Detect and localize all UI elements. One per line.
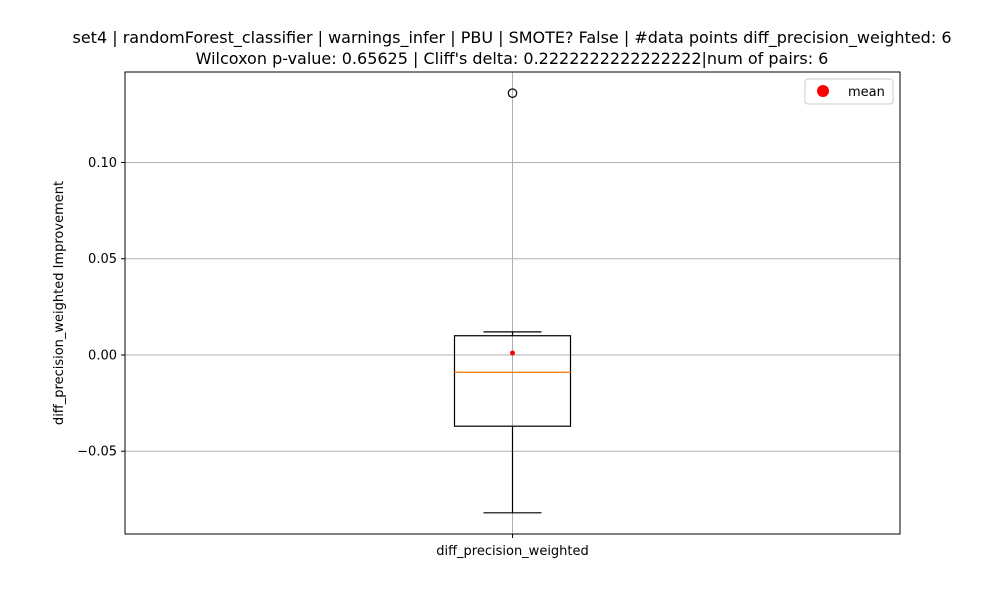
y-tick-label: 0.10 bbox=[88, 156, 117, 171]
y-axis-label: diff_precision_weighted Improvement bbox=[52, 181, 67, 425]
y-tick-label: 0.05 bbox=[88, 252, 117, 267]
legend-mean-marker bbox=[817, 85, 829, 97]
chart-title-line2: Wilcoxon p-value: 0.65625 | Cliff's delt… bbox=[196, 49, 829, 68]
x-tick-label: diff_precision_weighted bbox=[436, 544, 589, 559]
mean-marker bbox=[510, 350, 515, 356]
legend-box bbox=[804, 78, 894, 105]
legend: mean bbox=[804, 78, 894, 105]
chart-title-line1: set4 | randomForest_classifier | warning… bbox=[73, 28, 952, 48]
legend-mean-label: mean bbox=[848, 85, 885, 100]
y-axis-ticks: −0.05 0.00 0.05 0.10 bbox=[77, 156, 125, 460]
outlier-point bbox=[507, 88, 518, 98]
x-axis-ticks: diff_precision_weighted bbox=[436, 534, 589, 559]
y-tick-label: −0.05 bbox=[77, 445, 117, 460]
y-tick-label: 0.00 bbox=[88, 348, 117, 363]
plot-area bbox=[453, 88, 572, 514]
iqr-box bbox=[453, 335, 572, 427]
grid-lines bbox=[125, 72, 900, 534]
